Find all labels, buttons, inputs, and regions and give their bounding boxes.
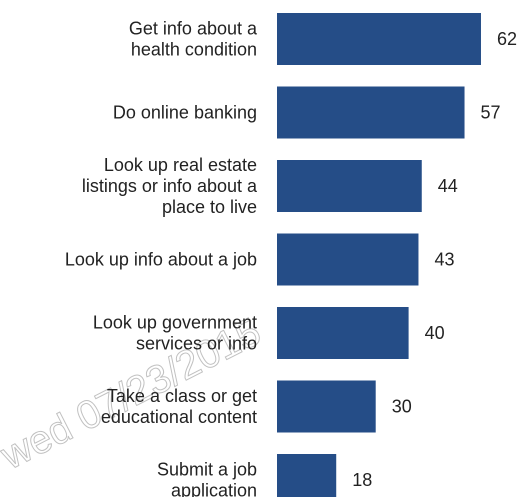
value-label: 18 bbox=[352, 470, 372, 490]
value-label: 62 bbox=[497, 29, 517, 49]
bar bbox=[277, 454, 337, 497]
category-label: Do online banking bbox=[113, 103, 257, 123]
value-label: 40 bbox=[425, 323, 445, 343]
category-label: Get info about a health condition bbox=[129, 19, 258, 60]
bar bbox=[277, 13, 481, 65]
category-label: Look up government services or info bbox=[93, 313, 257, 354]
value-label: 44 bbox=[438, 176, 458, 196]
category-label: Take a class or get educational content bbox=[101, 386, 257, 427]
bar bbox=[277, 380, 376, 433]
value-label: 43 bbox=[434, 250, 454, 270]
value-label: 30 bbox=[392, 397, 412, 417]
category-label: Submit a job application bbox=[157, 460, 257, 497]
bar bbox=[277, 233, 419, 286]
value-label: 57 bbox=[481, 103, 501, 123]
category-label: Look up info about a job bbox=[65, 250, 257, 270]
category-label: Look up real estate listings or info abou… bbox=[82, 155, 258, 217]
bar bbox=[277, 86, 465, 139]
bar bbox=[277, 160, 422, 212]
bar bbox=[277, 307, 409, 359]
